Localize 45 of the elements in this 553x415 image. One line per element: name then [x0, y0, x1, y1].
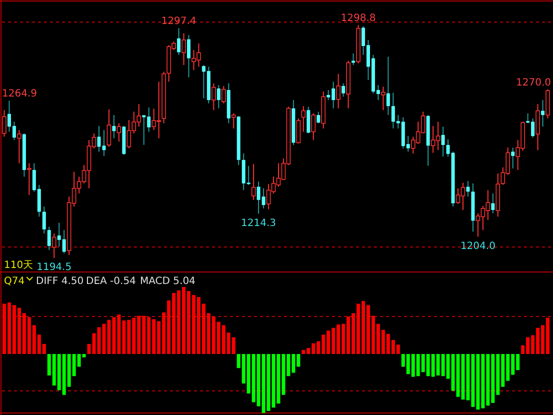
candlestick — [116, 122, 122, 142]
candlestick — [47, 226, 51, 250]
annotation: Q74 — [4, 276, 25, 287]
candlestick — [222, 85, 226, 104]
candlestick — [216, 84, 220, 109]
candlestick — [301, 106, 306, 132]
text: 1298.8 — [340, 13, 376, 24]
candlestick — [381, 86, 386, 111]
candlestick — [296, 118, 301, 144]
candlestick — [106, 108, 112, 148]
candlestick — [541, 100, 545, 128]
candlestick — [491, 192, 495, 214]
candlestick — [182, 32, 186, 66]
candlestick — [311, 112, 316, 141]
candlestick — [441, 126, 445, 158]
candlestick — [2, 110, 6, 138]
candlestick — [342, 82, 346, 98]
candlestick — [186, 34, 190, 78]
annotation: DEA -0.54 — [86, 276, 136, 287]
annotation: 1297.4 — [161, 16, 196, 28]
candlestick — [27, 162, 32, 196]
annotation: 1214.3 — [241, 218, 276, 229]
candlestick — [336, 73, 340, 109]
candlestick — [386, 56, 390, 116]
text: 110天 — [4, 260, 34, 271]
candlestick — [316, 111, 320, 124]
annotation: DIFF 4.50 — [36, 276, 84, 287]
candlestick — [212, 82, 216, 111]
candlestick — [251, 163, 256, 200]
candlestick — [511, 147, 515, 169]
candlestick — [42, 206, 46, 234]
candlestick — [306, 106, 310, 134]
candlestick — [17, 129, 22, 164]
candlestick — [466, 180, 470, 198]
annotation: 1270.0 — [516, 77, 551, 88]
annotation: 1204.0 — [460, 240, 496, 252]
candlestick — [231, 112, 236, 129]
text: 1194.5 — [36, 262, 72, 273]
candlestick — [112, 114, 116, 139]
annotation: MACD 5.04 — [140, 276, 196, 287]
candlestick — [177, 28, 181, 56]
candlestick — [536, 104, 540, 151]
candlestick — [52, 232, 56, 258]
candlestick — [352, 52, 356, 66]
annotation: 1264.9 — [2, 88, 37, 100]
